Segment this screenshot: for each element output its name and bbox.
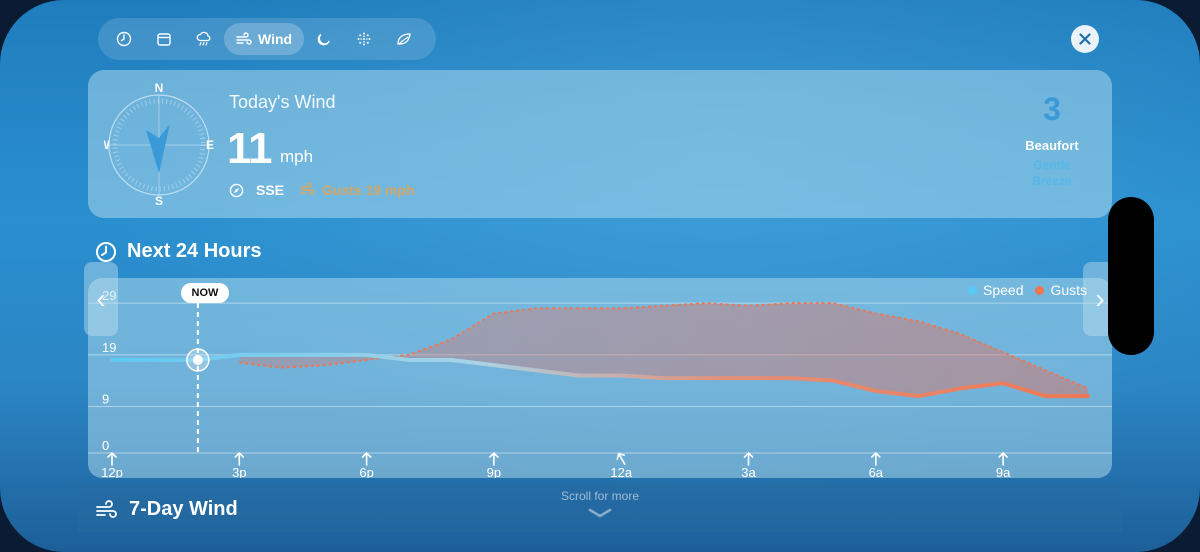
- y-tick-label: 9: [102, 392, 109, 407]
- legend-gusts-label: Gusts: [1050, 282, 1088, 298]
- y-tick-label: 19: [102, 340, 116, 355]
- gust-area-fill: [239, 303, 1089, 397]
- legend-gusts: Gusts: [1035, 282, 1087, 298]
- chart-legend: Speed Gusts: [968, 282, 1099, 298]
- wind-arrow-icon: [616, 452, 626, 465]
- arrow-shape: [743, 451, 754, 466]
- compass-dial: N E S W: [104, 81, 214, 208]
- direction-row: SSE Gusts 19 mph: [229, 182, 415, 198]
- close-icon: [1079, 33, 1091, 45]
- tab-wind-label: Wind: [258, 31, 293, 47]
- tab-daily[interactable]: [144, 23, 184, 55]
- chevron-right-icon: ›: [1095, 283, 1105, 314]
- wind-speed-unit: mph: [280, 147, 314, 166]
- gusts-series-line: [239, 302, 1089, 390]
- x-tick-label: 6p: [359, 465, 373, 478]
- gusts-text: Gusts 19 mph: [322, 182, 415, 198]
- calendar-icon: [157, 33, 171, 46]
- arrow-shape: [616, 452, 626, 465]
- compass-n: N: [155, 81, 164, 95]
- leaf-icon: [397, 33, 411, 45]
- legend-speed-label: Speed: [983, 282, 1024, 298]
- speed-series-line: [110, 352, 1090, 399]
- seven-day-section[interactable]: [78, 485, 1122, 532]
- beaufort-label: Beaufort: [1025, 138, 1079, 153]
- todays-wind-title: Today's Wind: [229, 92, 336, 112]
- chart-prev-button[interactable]: ‹: [84, 262, 118, 336]
- todays-wind-card: N E S W Today's Wind 11 mph SSE Gusts 19…: [88, 70, 1112, 218]
- now-dot: [192, 355, 203, 365]
- wind-icon: [236, 32, 252, 45]
- x-tick-label: 12p: [101, 465, 123, 478]
- arrow-shape: [489, 451, 499, 466]
- chart-series: [110, 302, 1090, 399]
- beaufort-scale: 3 Beaufort Gentle Breeze: [1008, 90, 1096, 189]
- wind-arrow-icon: [743, 451, 754, 466]
- tab-wind[interactable]: Wind: [224, 23, 305, 55]
- wind-arrow-icon: [234, 451, 245, 466]
- section-title: Next 24 Hours: [127, 240, 262, 262]
- wind-direction-text: SSE: [256, 182, 285, 198]
- x-tick-label: 3a: [741, 465, 756, 478]
- x-tick-label: 12a: [610, 465, 632, 478]
- arrow-shape: [234, 451, 245, 466]
- compass-s: S: [155, 194, 163, 208]
- now-marker: [186, 303, 210, 455]
- gust-area: [239, 303, 1089, 397]
- wind-chart[interactable]: 0 9 19 29 12p 3p 6p 9p 12a 3a 6a 9a: [88, 278, 1112, 478]
- chevron-down-icon[interactable]: [588, 508, 612, 518]
- wind-speed-value: 11: [227, 124, 273, 173]
- next-24-hours-header: Next 24 Hours: [95, 240, 262, 263]
- device-camera-housing: [1108, 197, 1154, 355]
- compass-e: E: [206, 138, 214, 152]
- snowflake-icon: [357, 32, 371, 46]
- rain-cloud-icon: [196, 31, 211, 46]
- scroll-hint: Scroll for more: [560, 489, 640, 503]
- y-tick-label: 29: [102, 288, 116, 303]
- legend-speed: Speed: [968, 282, 1023, 298]
- wind-arrow-icon: [489, 451, 499, 466]
- beaufort-description-1: Gentle: [1033, 158, 1071, 172]
- x-tick-label: 3p: [232, 465, 246, 478]
- tab-moon[interactable]: [304, 23, 344, 55]
- wind-arrow-icon: [107, 451, 117, 466]
- arrow-shape: [998, 451, 1008, 466]
- legend-speed-dot: [968, 285, 977, 295]
- legend-gusts-dot: [1035, 285, 1045, 295]
- wind-direction-arrow-icon: [146, 124, 170, 173]
- wind-arrow-icon: [871, 451, 881, 466]
- chevron-left-icon: ‹: [96, 283, 106, 314]
- wind-icon: [96, 499, 117, 518]
- clock-icon: [96, 241, 116, 262]
- x-tick-label: 9p: [487, 465, 501, 478]
- arrow-shape: [361, 451, 372, 466]
- clock-icon: [116, 31, 132, 47]
- arrow-shape: [871, 451, 881, 466]
- compass-w: W: [104, 138, 110, 152]
- tab-precipitation[interactable]: [184, 23, 224, 55]
- gust-wind-icon: [300, 183, 315, 195]
- wind-arrow-icon: [998, 451, 1008, 466]
- beaufort-description-2: Breeze: [1032, 174, 1072, 188]
- wind-arrow-icon: [361, 451, 372, 466]
- moon-icon: [317, 33, 330, 46]
- seven-day-header: 7-Day Wind: [95, 498, 238, 521]
- seven-day-title: 7-Day Wind: [129, 498, 238, 520]
- chart-ticks: 12p 3p 6p 9p 12a 3a 6a 9a: [101, 451, 1011, 478]
- arrow-shape: [107, 451, 117, 466]
- tab-air[interactable]: [384, 23, 424, 55]
- beaufort-number: 3: [1043, 91, 1061, 127]
- x-tick-label: 6a: [869, 465, 884, 478]
- tab-hourly[interactable]: [104, 23, 144, 55]
- y-tick-label: 0: [102, 438, 109, 453]
- weather-tab-bar: Wind: [98, 18, 436, 60]
- compass-icon: [229, 183, 244, 197]
- now-label: NOW: [181, 283, 229, 303]
- tab-pollen[interactable]: [344, 23, 384, 55]
- x-tick-label: 9a: [996, 465, 1011, 478]
- close-button[interactable]: [1071, 25, 1099, 53]
